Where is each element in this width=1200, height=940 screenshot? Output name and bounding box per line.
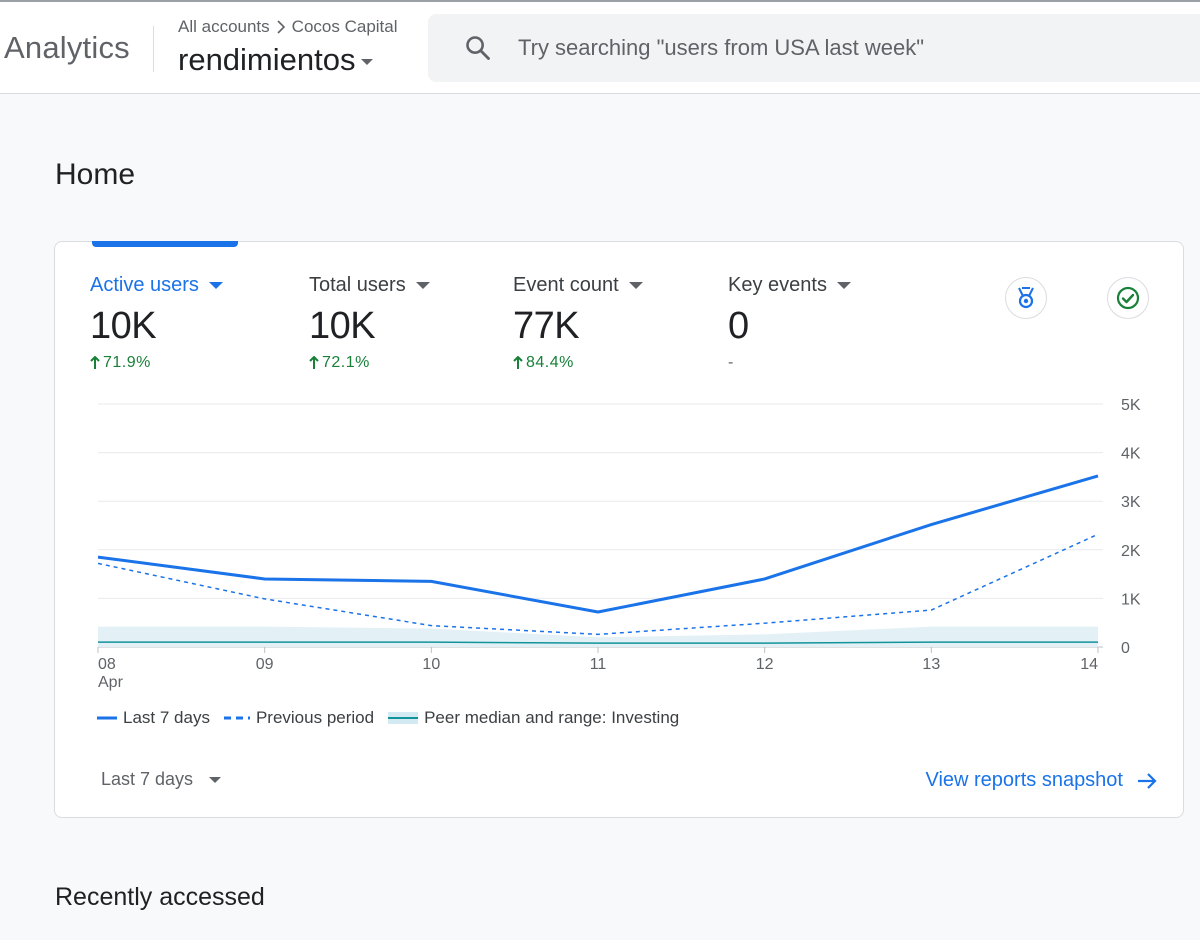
caret-down-icon <box>208 282 223 289</box>
metric-change-value: 84.4% <box>526 354 574 371</box>
legend-dashed-line-swatch <box>223 716 250 720</box>
y-tick-label: 2K <box>1121 543 1141 560</box>
y-tick-label: 5K <box>1121 397 1141 414</box>
last-7-days-line <box>97 474 1099 614</box>
view-link-label: View reports snapshot <box>925 769 1123 791</box>
x-tick-label: 08 <box>98 656 116 673</box>
x-tick-label: 09 <box>256 656 274 673</box>
metric-label: Event count <box>513 274 619 296</box>
metric-key-events[interactable]: Key events 0 - <box>728 274 851 372</box>
caret-down-icon <box>836 282 851 289</box>
metric-event-count[interactable]: Event count 77K 84.4% <box>513 274 643 372</box>
previous-period-line <box>97 533 1099 636</box>
recently-accessed-title: Recently accessed <box>55 883 265 911</box>
metric-change-value: 72.1% <box>322 354 370 371</box>
metric-value: 10K <box>309 305 376 347</box>
legend-item-last-7-days[interactable]: Last 7 days <box>97 708 210 728</box>
metric-change: 72.1% <box>309 354 430 372</box>
metric-label: Key events <box>728 274 827 296</box>
x-month-label: Apr <box>98 674 124 691</box>
metric-value: 0 <box>728 305 749 347</box>
peer-median-line <box>98 641 1098 644</box>
caret-down-icon <box>209 776 222 783</box>
legend-item-peer-range[interactable]: Peer median and range: Investing <box>388 708 679 728</box>
y-tick-label: 1K <box>1121 591 1141 608</box>
breadcrumb-account[interactable]: Cocos Capital <box>291 17 398 36</box>
medal-icon <box>1018 287 1034 309</box>
check-circle-icon <box>1116 286 1140 310</box>
property-name: rendimientos <box>178 42 356 77</box>
metric-value: 77K <box>513 305 580 347</box>
app-name[interactable]: Analytics <box>4 30 130 65</box>
top-bar: Analytics All accounts Cocos Capital ren… <box>0 0 1200 94</box>
x-tick-label: 12 <box>756 656 774 673</box>
chevron-right-icon <box>277 20 285 34</box>
x-tick-label: 11 <box>590 656 607 673</box>
chart-legend: Last 7 days Previous period Peer median … <box>97 708 693 728</box>
metric-change-value: 71.9% <box>103 354 151 371</box>
y-tick-label: 4K <box>1121 446 1141 463</box>
breadcrumb-all-accounts[interactable]: All accounts <box>178 17 270 36</box>
y-tick-label: 3K <box>1121 494 1141 511</box>
arrow-up-icon <box>90 356 100 369</box>
metric-change: - <box>728 354 851 372</box>
header-divider <box>153 26 154 72</box>
active-users-chart: 0 1K 2K 3K 4K 5K 08 09 10 11 12 13 14 Apr <box>97 397 1141 691</box>
metric-active-users[interactable]: Active users 10K 71.9% <box>90 274 223 372</box>
metric-total-users[interactable]: Total users 10K 72.1% <box>309 274 430 372</box>
legend-item-previous-period[interactable]: Previous period <box>223 708 375 728</box>
page-title: Home <box>55 158 136 191</box>
arrow-up-icon <box>513 356 523 369</box>
metric-label: Total users <box>309 274 406 296</box>
caret-down-icon <box>628 282 643 289</box>
metric-change-value: - <box>728 354 734 371</box>
caret-down-icon <box>415 282 430 289</box>
peer-range-band <box>98 626 1098 647</box>
date-range-label: Last 7 days <box>101 769 194 789</box>
view-reports-snapshot-link[interactable]: View reports snapshot <box>925 769 1157 792</box>
date-range-selector[interactable]: Last 7 days <box>101 769 222 790</box>
data-quality-button[interactable] <box>1107 277 1149 319</box>
insights-button[interactable] <box>1005 277 1047 319</box>
legend-band-swatch <box>388 712 419 724</box>
metric-change: 71.9% <box>90 354 223 372</box>
metric-change: 84.4% <box>513 354 643 372</box>
metric-value: 10K <box>90 305 157 347</box>
x-tick-label: 13 <box>922 656 940 673</box>
arrow-up-icon <box>309 356 319 369</box>
property-selector[interactable]: rendimientos <box>178 42 374 78</box>
legend-label: Peer median and range: Investing <box>424 708 680 727</box>
overview-card: Active users 10K 71.9% Total users 10K 7… <box>54 241 1184 818</box>
y-tick-label: 0 <box>1121 640 1130 657</box>
selected-tab-indicator <box>92 241 238 247</box>
breadcrumb[interactable]: All accounts Cocos Capital <box>178 17 398 37</box>
search-icon <box>466 36 490 60</box>
search-input[interactable] <box>518 28 1158 68</box>
x-tick-label: 10 <box>422 656 440 673</box>
arrow-right-icon <box>1138 772 1157 789</box>
legend-solid-line-swatch <box>97 716 117 720</box>
x-tick-label: 14 <box>1080 656 1098 673</box>
search-bar[interactable] <box>428 14 1200 82</box>
legend-label: Last 7 days <box>123 708 210 727</box>
legend-label: Previous period <box>255 708 375 727</box>
metric-label: Active users <box>90 274 199 296</box>
caret-down-icon <box>361 59 374 65</box>
